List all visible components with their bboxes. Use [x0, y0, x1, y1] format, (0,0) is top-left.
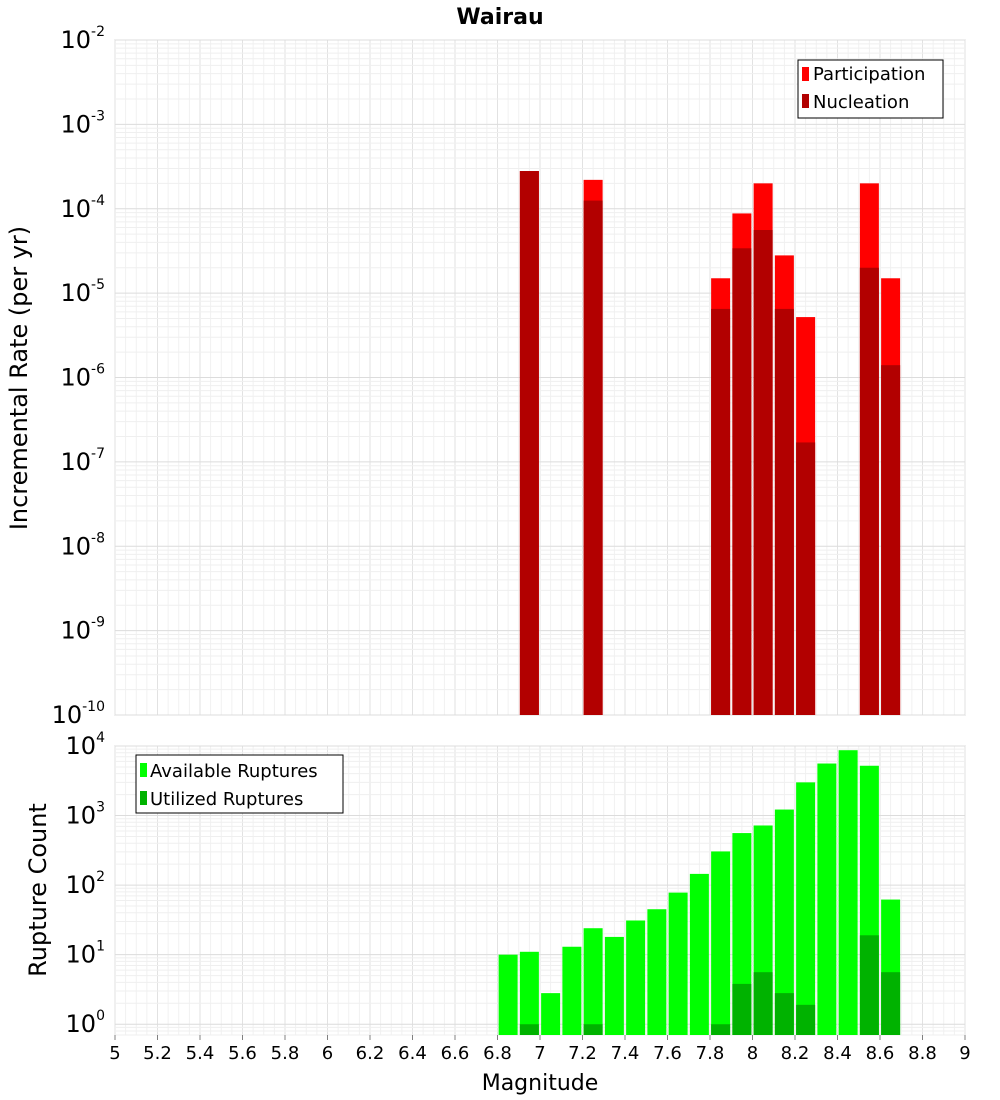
- count-bar-available-ruptures: [583, 928, 603, 1035]
- x-tick-label: 5.2: [143, 1043, 172, 1064]
- bottom-bars: [498, 750, 901, 1035]
- legend-label-nucleation: Nucleation: [813, 92, 909, 113]
- legend-label-participation: Participation: [813, 64, 925, 85]
- x-tick-label: 7.4: [611, 1043, 640, 1064]
- legend-label-available: Available Ruptures: [150, 761, 318, 782]
- y-tick-label: 10-2: [60, 24, 105, 54]
- y-tick-label: 10-5: [60, 277, 105, 307]
- rate-bar-nucleation: [753, 229, 773, 715]
- x-tick-label: 5: [109, 1043, 120, 1064]
- count-bar-utilized-ruptures: [774, 993, 794, 1035]
- rate-bar-nucleation: [519, 171, 539, 715]
- y-tick-label: 104: [66, 730, 106, 760]
- x-tick-label: 7.2: [568, 1043, 597, 1064]
- x-tick-label: 8.6: [866, 1043, 895, 1064]
- legend-swatch-utilized: [140, 791, 147, 805]
- legend-swatch-available: [140, 763, 147, 777]
- count-bar-available-ruptures: [562, 946, 582, 1035]
- top-bars: [519, 171, 901, 716]
- count-bar-available-ruptures: [668, 892, 688, 1035]
- count-bar-utilized-ruptures: [859, 935, 879, 1035]
- count-bar-utilized-ruptures: [796, 1004, 816, 1035]
- rate-bar-nucleation: [881, 365, 901, 715]
- x-axis-label: Magnitude: [482, 1071, 599, 1096]
- y-tick-label: 100: [66, 1008, 105, 1038]
- x-tick-label: 8.8: [908, 1043, 937, 1064]
- bottom-legend: Available Ruptures Utilized Ruptures: [135, 754, 344, 814]
- y-tick-label: 101: [66, 939, 105, 969]
- x-tick-label: 8.4: [823, 1043, 852, 1064]
- count-bar-utilized-ruptures: [583, 1024, 603, 1035]
- count-bar-available-ruptures: [647, 909, 667, 1035]
- rate-bar-nucleation: [583, 200, 603, 715]
- x-ticks: 5 5.2 5.4 5.6 5.8 6 6.2 6.4 6.6 6.8 7 7.2 7.4 7.6 7.8 8…: [109, 1035, 971, 1064]
- legend-label-utilized: Utilized Ruptures: [150, 789, 303, 810]
- count-bar-available-ruptures: [817, 763, 837, 1035]
- count-bar-available-ruptures: [604, 936, 624, 1035]
- y-tick-label: 10-6: [60, 362, 105, 392]
- bottom-legend-box: [135, 754, 344, 814]
- y-tick-label: 10-3: [60, 108, 105, 138]
- count-bar-available-ruptures: [498, 954, 518, 1035]
- top-legend-box: [797, 59, 944, 119]
- x-tick-label: 6: [322, 1043, 333, 1064]
- rate-bar-nucleation: [796, 442, 816, 715]
- y-tick-label: 10-10: [52, 699, 105, 729]
- count-bar-utilized-ruptures: [881, 972, 901, 1035]
- count-bar-available-ruptures: [796, 782, 816, 1035]
- x-tick-label: 7: [534, 1043, 545, 1064]
- rate-bar-nucleation: [859, 267, 879, 715]
- x-tick-label: 6.4: [398, 1043, 427, 1064]
- bottom-y-ticks: 104 103 102 101 100: [66, 730, 106, 1038]
- chart-title: Wairau: [456, 5, 543, 30]
- x-tick-label: 5.4: [186, 1043, 215, 1064]
- count-bar-available-ruptures: [711, 851, 731, 1035]
- y-tick-label: 10-8: [60, 530, 105, 560]
- x-tick-label: 7.6: [653, 1043, 682, 1064]
- y-tick-label: 102: [66, 869, 105, 899]
- top-grid: [114, 39, 966, 716]
- rate-bar-nucleation: [732, 248, 752, 715]
- count-bar-utilized-ruptures: [711, 1024, 731, 1035]
- rate-bar-nucleation: [711, 308, 731, 715]
- top-y-ticks: 10-2 10-3 10-4 10-5 10-6 10-7 10-8 10-9 10-10: [52, 24, 106, 729]
- count-bar-utilized-ruptures: [732, 983, 752, 1035]
- legend-swatch-participation: [802, 67, 809, 81]
- rate-bar-nucleation: [774, 308, 794, 715]
- count-bar-utilized-ruptures: [519, 1024, 539, 1035]
- count-bar-utilized-ruptures: [753, 972, 773, 1035]
- y-tick-label: 103: [66, 800, 105, 830]
- y-tick-label: 10-4: [60, 193, 105, 223]
- bottom-y-axis-label: Rupture Count: [24, 803, 52, 977]
- count-bar-available-ruptures: [689, 873, 709, 1035]
- x-tick-label: 8: [747, 1043, 758, 1064]
- x-tick-label: 6.6: [441, 1043, 470, 1064]
- x-tick-label: 5.8: [271, 1043, 300, 1064]
- x-tick-label: 9: [959, 1043, 970, 1064]
- top-y-axis-label: Incremental Rate (per yr): [5, 226, 33, 530]
- y-tick-label: 10-9: [60, 615, 105, 645]
- count-bar-available-ruptures: [519, 951, 539, 1035]
- x-tick-label: 6.2: [356, 1043, 385, 1064]
- legend-swatch-nucleation: [802, 94, 809, 108]
- x-tick-label: 5.6: [228, 1043, 257, 1064]
- count-bar-available-ruptures: [626, 920, 646, 1035]
- x-tick-label: 7.8: [696, 1043, 725, 1064]
- x-tick-label: 6.8: [483, 1043, 512, 1064]
- count-bar-available-ruptures: [541, 993, 561, 1035]
- top-legend: Participation Nucleation: [797, 59, 944, 119]
- count-bar-available-ruptures: [838, 750, 858, 1035]
- count-bar-available-ruptures: [774, 809, 794, 1035]
- y-tick-label: 10-7: [60, 446, 105, 476]
- x-tick-label: 8.2: [781, 1043, 810, 1064]
